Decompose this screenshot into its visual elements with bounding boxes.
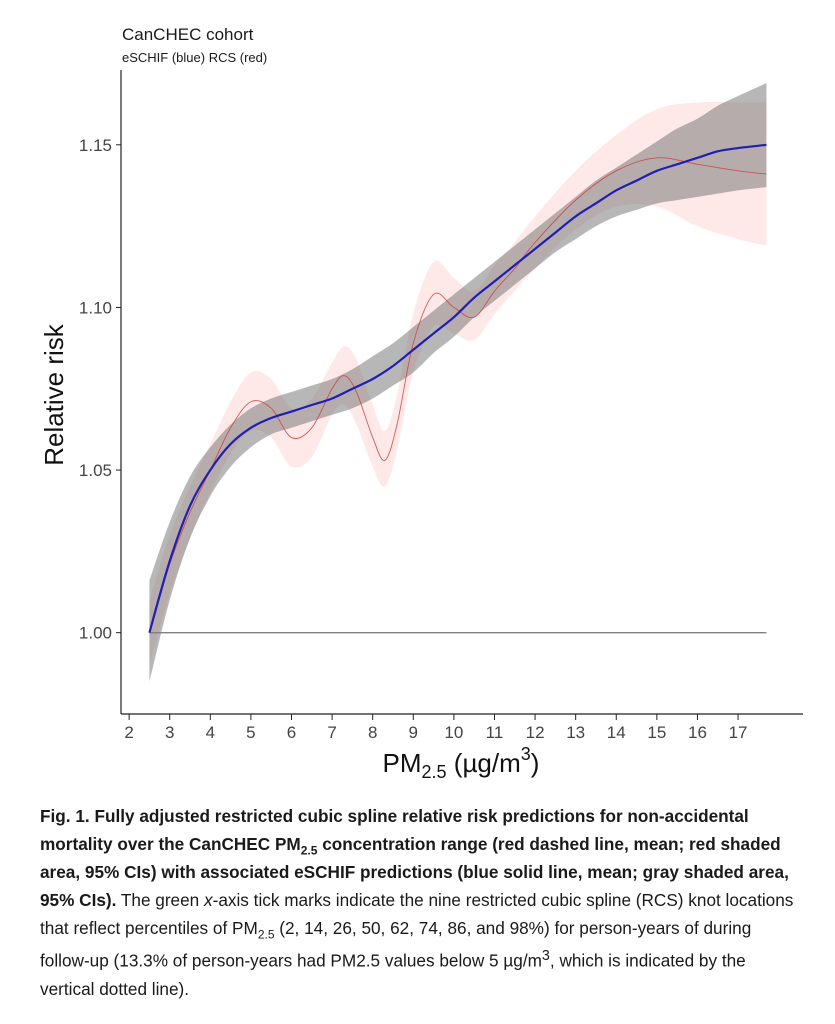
plot-area xyxy=(148,83,767,682)
caption-bold-text-2: concentration range (red dashed line, me… xyxy=(40,834,789,910)
x-axis-label-main: PM xyxy=(383,748,422,778)
x-axis-label-sup: 3 xyxy=(521,744,531,764)
caption-subscript: 2.5 xyxy=(257,927,275,942)
y-axis-ticks: 1.00 1.05 1.10 1.15 xyxy=(79,136,121,643)
x-tick-label: 12 xyxy=(526,723,545,742)
eschif-ci-band xyxy=(149,83,767,682)
y-tick-label: 1.15 xyxy=(79,136,112,155)
x-tick-label: 7 xyxy=(327,723,336,742)
chart-title: CanCHEC cohort xyxy=(122,25,254,44)
x-tick-label: 2 xyxy=(124,723,133,742)
caption-superscript: 3 xyxy=(541,948,550,964)
figure-caption: Fig. 1. Fully adjusted restricted cubic … xyxy=(40,802,800,1003)
x-axis-ticks: 2 3 4 5 6 7 8 9 10 11 12 13 14 15 16 17 xyxy=(124,714,748,742)
x-tick-label: 11 xyxy=(486,723,504,742)
x-tick-label: 5 xyxy=(246,723,255,742)
x-tick-label: 17 xyxy=(729,723,748,742)
y-tick-label: 1.05 xyxy=(79,461,112,480)
x-axis-label-unit: (µg/m xyxy=(447,748,521,778)
chart-svg: CanCHEC cohort eSCHIF (blue) RCS (red) 2… xyxy=(39,25,803,782)
x-tick-label: 4 xyxy=(206,723,215,742)
x-axis-label-sub: 2.5 xyxy=(422,762,447,782)
x-tick-label: 8 xyxy=(368,723,377,742)
caption-text-1: The green xyxy=(116,890,205,910)
caption-fig-label: Fig. 1. xyxy=(40,806,90,826)
caption-bold-text-1: Fully adjusted restricted cubic spline r… xyxy=(40,806,749,854)
x-tick-label: 13 xyxy=(566,723,585,742)
caption-text-4: , which is indicated by the vertical dot… xyxy=(40,950,746,999)
rcs-line xyxy=(148,157,767,633)
x-tick-label: 9 xyxy=(409,723,418,742)
x-tick-label: 6 xyxy=(287,723,296,742)
x-tick-label: 14 xyxy=(607,723,626,742)
caption-bold-subscript: 2.5 xyxy=(300,843,318,858)
chart-subtitle: eSCHIF (blue) RCS (red) xyxy=(122,50,267,65)
x-axis-label-end: ) xyxy=(531,748,540,778)
caption-text-3: (2, 14, 26, 50, 62, 74, 86, and 98%) for… xyxy=(40,918,752,971)
caption-text-2: -axis tick marks indicate the nine restr… xyxy=(40,890,794,938)
x-tick-label: 3 xyxy=(165,723,174,742)
x-tick-label: 10 xyxy=(444,723,463,742)
caption-italic-x: x xyxy=(204,890,213,910)
y-tick-label: 1.10 xyxy=(79,298,112,317)
y-axis-label: Relative risk xyxy=(39,323,69,466)
x-axis-label: PM2.5 (µg/m3) xyxy=(383,744,540,782)
eschif-line xyxy=(148,143,767,633)
x-tick-label: 16 xyxy=(688,723,707,742)
x-tick-label: 15 xyxy=(647,723,666,742)
y-tick-label: 1.00 xyxy=(79,624,112,643)
